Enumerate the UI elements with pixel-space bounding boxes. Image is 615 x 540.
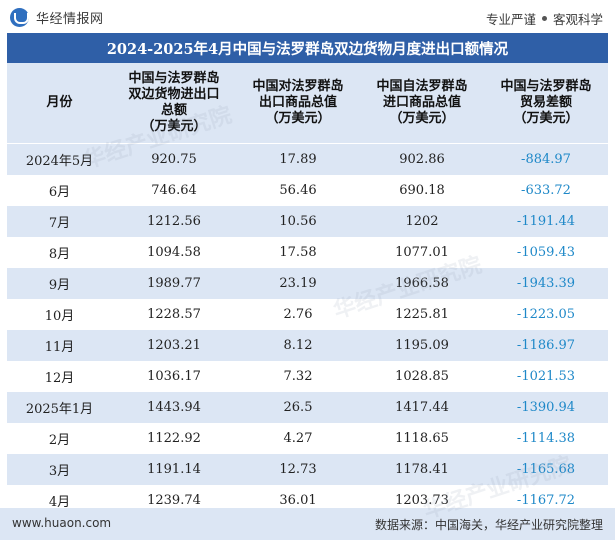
cell-balance: -1390.94 (516, 400, 576, 415)
cell-export: 56.46 (279, 183, 317, 198)
cell-export: 12.73 (279, 462, 317, 477)
cell-month: 11月 (44, 340, 75, 355)
column-header-balance: 中国与法罗群岛 贸易差额 （万美元） (500, 79, 592, 126)
website-link[interactable]: www.huaon.com (12, 516, 112, 530)
table-body: 2024年5月 920.75 17.89 902.86 -884.97 6月 746.64 5… (7, 144, 608, 516)
cell-import: 1202 (405, 214, 439, 229)
cell-balance: -1191.44 (516, 214, 576, 229)
cell-balance: -1223.05 (516, 307, 576, 322)
cell-import: 1118.65 (395, 431, 449, 446)
cell-balance: -1165.68 (516, 462, 576, 477)
cell-export: 36.01 (279, 493, 317, 508)
table-row: 10月 1228.57 2.76 1225.81 -1223.05 (7, 299, 608, 330)
cell-total: 1212.56 (147, 214, 201, 229)
cell-balance: -1059.43 (516, 245, 576, 260)
cell-month: 7月 (48, 216, 71, 231)
cell-import: 690.18 (399, 183, 445, 198)
cell-import: 1225.81 (395, 307, 449, 322)
cell-month: 12月 (44, 371, 75, 386)
cell-balance: -1943.39 (516, 276, 576, 291)
cell-total: 1203.21 (147, 338, 201, 353)
table-row: 9月 1989.77 23.19 1966.58 -1943.39 (7, 268, 608, 299)
cell-export: 7.32 (283, 369, 313, 384)
column-header-month: 月份 (46, 95, 73, 110)
logo-text: 华经情报网 (36, 11, 104, 27)
cell-import: 902.86 (399, 152, 445, 167)
bullet-dot-icon (541, 16, 547, 21)
cell-month: 9月 (48, 278, 71, 293)
cell-export: 26.5 (283, 400, 313, 415)
cell-balance: -1186.97 (516, 338, 576, 353)
column-header-total: 中国与法罗群岛 双边货物进出口 总额 （万美元） (128, 71, 220, 134)
slogan-right: 客观科学 (552, 12, 603, 27)
cell-month: 2025年1月 (25, 402, 94, 417)
table-title: 2024-2025年4月中国与法罗群岛双边货物月度进出口额情况 (7, 33, 608, 63)
cell-import: 1417.44 (395, 400, 449, 415)
slogan: 专业严谨 客观科学 (486, 9, 603, 28)
table-row: 12月 1036.17 7.32 1028.85 -1021.53 (7, 361, 608, 392)
table-header: 月份 中国与法罗群岛 双边货物进出口 总额 （万美元） 中国对法罗群岛 出口商品… (7, 63, 608, 143)
table-row: 11月 1203.21 8.12 1195.09 -1186.97 (7, 330, 608, 361)
table-row: 3月 1191.14 12.73 1178.41 -1165.68 (7, 454, 608, 485)
cell-total: 1239.74 (147, 493, 201, 508)
table-row: 6月 746.64 56.46 690.18 -633.72 (7, 175, 608, 206)
cell-total: 1036.17 (147, 369, 201, 384)
cell-total: 1443.94 (147, 400, 201, 415)
cell-import: 1028.85 (395, 369, 449, 384)
cell-total: 1191.14 (147, 462, 201, 477)
cell-balance: -1167.72 (516, 493, 576, 508)
table-row: 2025年1月 1443.94 26.5 1417.44 -1390.94 (7, 392, 608, 423)
logo-icon (10, 7, 29, 27)
table-row: 8月 1094.58 17.58 1077.01 -1059.43 (7, 237, 608, 268)
cell-total: 920.75 (151, 152, 197, 167)
cell-month: 2024年5月 (25, 154, 94, 169)
slogan-left: 专业严谨 (485, 12, 536, 27)
cell-import: 1195.09 (395, 338, 449, 353)
table-row: 7月 1212.56 10.56 1202 -1191.44 (7, 206, 608, 237)
footer: www.huaon.com 数据来源：中国海关，华经产业研究院整理 (0, 508, 615, 540)
cell-balance: -1114.38 (516, 431, 576, 446)
cell-total: 1228.57 (147, 307, 201, 322)
cell-export: 4.27 (283, 431, 313, 446)
cell-export: 23.19 (279, 276, 317, 291)
cell-import: 1966.58 (395, 276, 449, 291)
column-header-export: 中国对法罗群岛 出口商品总值 （万美元） (252, 79, 344, 126)
cell-import: 1203.73 (395, 493, 449, 508)
cell-total: 1989.77 (147, 276, 201, 291)
cell-month: 8月 (48, 247, 71, 262)
logo[interactable]: 华经情报网 (10, 7, 104, 27)
data-source: 数据来源：中国海关，华经产业研究院整理 (374, 518, 603, 532)
cell-export: 17.58 (279, 245, 317, 260)
cell-month: 3月 (48, 464, 71, 479)
cell-month: 10月 (44, 309, 75, 324)
table-row: 2月 1122.92 4.27 1118.65 -1114.38 (7, 423, 608, 454)
top-bar: 华经情报网 专业严谨 客观科学 (0, 0, 615, 33)
cell-total: 1122.92 (147, 431, 201, 446)
table-row: 2024年5月 920.75 17.89 902.86 -884.97 (7, 144, 608, 175)
cell-month: 2月 (48, 433, 71, 448)
cell-month: 6月 (48, 185, 71, 200)
cell-export: 8.12 (283, 338, 313, 353)
cell-total: 746.64 (151, 183, 197, 198)
column-header-import: 中国自法罗群岛 进口商品总值 （万美元） (376, 79, 468, 126)
cell-total: 1094.58 (147, 245, 201, 260)
cell-balance: -884.97 (521, 152, 571, 167)
cell-balance: -633.72 (521, 183, 571, 198)
cell-export: 10.56 (279, 214, 317, 229)
cell-import: 1077.01 (395, 245, 449, 260)
cell-export: 17.89 (279, 152, 317, 167)
cell-month: 4月 (48, 495, 71, 510)
cell-balance: -1021.53 (516, 369, 576, 384)
cell-import: 1178.41 (395, 462, 449, 477)
cell-export: 2.76 (283, 307, 313, 322)
